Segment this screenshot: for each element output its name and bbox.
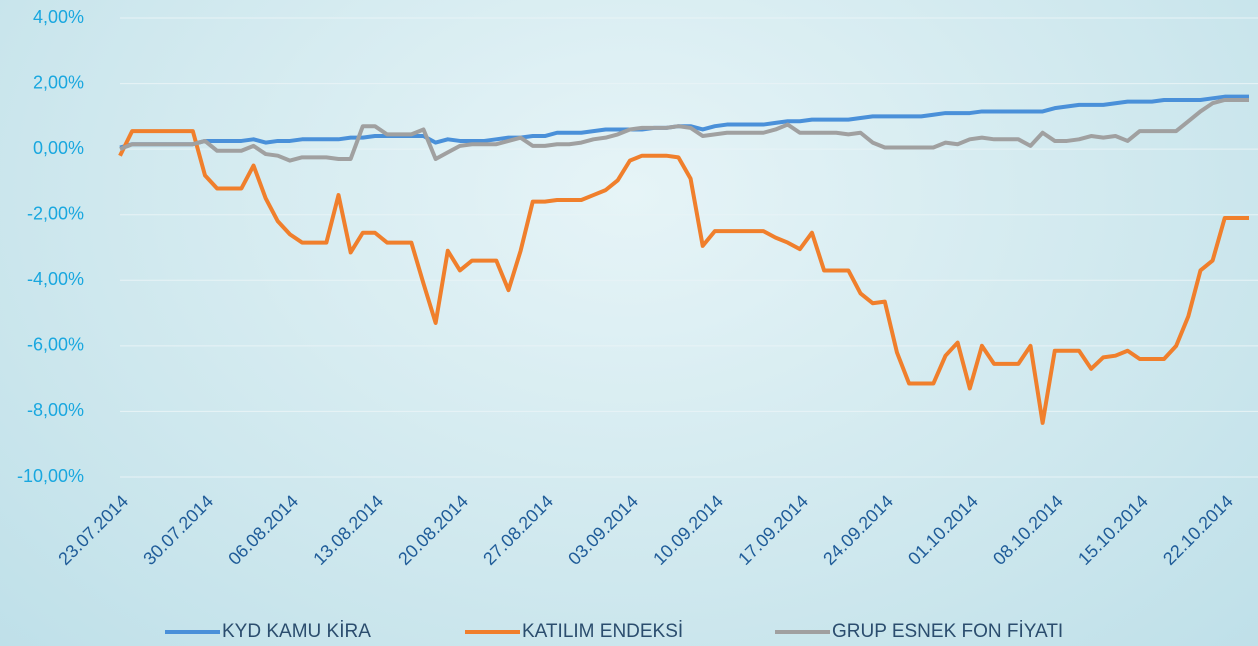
y-tick-label: 4,00%	[33, 7, 84, 27]
x-tick-label: 22.10.2014	[1159, 491, 1237, 569]
series-line	[119, 97, 1249, 163]
x-tick-label: 15.10.2014	[1074, 491, 1152, 569]
x-tick-label: 27.08.2014	[479, 491, 557, 569]
legend-label: GRUP ESNEK FON FİYATI	[832, 621, 1063, 642]
x-tick-label: 10.09.2014	[649, 491, 727, 569]
y-tick-label: 2,00%	[33, 72, 84, 92]
x-tick-label: 30.07.2014	[139, 491, 217, 569]
x-tick-label: 17.09.2014	[734, 491, 812, 569]
series-line	[118, 129, 1249, 425]
legend-label: KYD KAMU KİRA	[222, 621, 371, 642]
x-tick-label: 06.08.2014	[224, 491, 302, 569]
x-tick-label: 24.09.2014	[819, 491, 897, 569]
x-tick-label: 03.09.2014	[564, 491, 642, 569]
y-tick-label: -4,00%	[27, 269, 84, 289]
y-tick-label: 0,00%	[33, 138, 84, 158]
legend-label: KATILIM ENDEKSİ	[522, 621, 683, 642]
y-tick-label: -6,00%	[27, 335, 84, 355]
x-tick-label: 23.07.2014	[54, 491, 132, 569]
y-tick-label: -2,00%	[27, 203, 84, 223]
x-tick-label: 01.10.2014	[904, 491, 982, 569]
x-tick-label: 08.10.2014	[989, 491, 1067, 569]
x-tick-label: 13.08.2014	[309, 491, 387, 569]
x-tick-label: 20.08.2014	[394, 491, 472, 569]
y-tick-label: -8,00%	[27, 400, 84, 420]
y-tick-label: -10,00%	[17, 466, 84, 486]
